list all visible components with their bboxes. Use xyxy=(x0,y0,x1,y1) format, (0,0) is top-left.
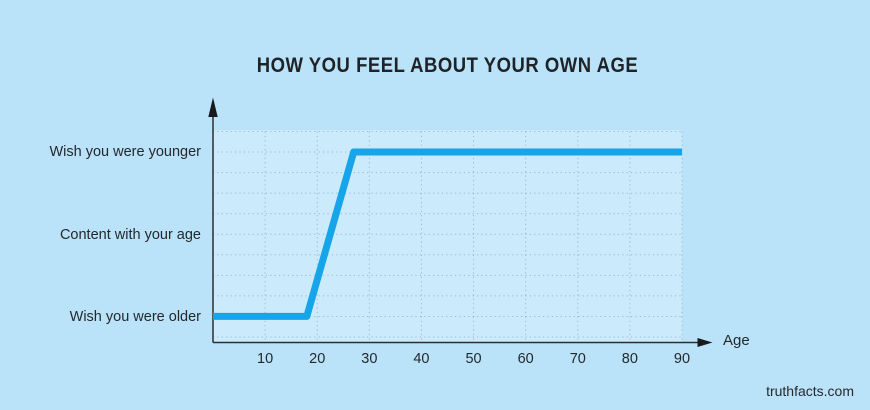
x-tick-label: 20 xyxy=(309,351,326,367)
y-axis-arrowhead-icon xyxy=(208,97,218,117)
x-tick-label: 90 xyxy=(673,351,691,367)
horizontal-gridlines xyxy=(213,131,682,338)
y-level-label-content: Content with your age xyxy=(59,227,201,243)
watermark-text: truthfacts.com xyxy=(766,383,854,399)
x-tick-label: 50 xyxy=(465,351,482,367)
y-level-label-younger: Wish you were younger xyxy=(49,144,201,160)
x-tick-label: 60 xyxy=(517,351,534,367)
x-tick-label: 30 xyxy=(361,351,378,367)
x-tick-label: 70 xyxy=(569,351,586,367)
y-level-label-older: Wish you were older xyxy=(69,309,201,325)
x-axis-title: Age xyxy=(723,332,750,349)
x-tick-label: 10 xyxy=(257,351,274,367)
x-tick-label: 40 xyxy=(413,351,430,367)
chart-title: HOW YOU FEEL ABOUT YOUR OWN AGE xyxy=(256,54,639,77)
feeling-data-line xyxy=(213,148,682,320)
x-tick-label: 80 xyxy=(621,351,638,367)
x-axis-arrowhead-icon xyxy=(697,338,713,347)
plot-area xyxy=(213,130,682,342)
